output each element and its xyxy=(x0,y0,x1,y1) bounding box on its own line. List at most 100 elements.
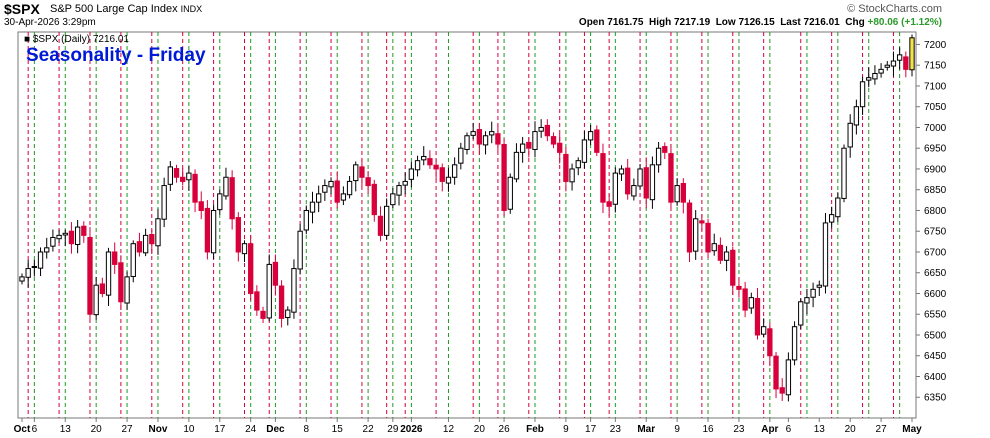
x-tick-label: Apr xyxy=(761,424,778,435)
candle-body xyxy=(612,172,618,205)
x-tick-label: Feb xyxy=(526,424,544,435)
candle-body xyxy=(569,168,575,183)
candle-body xyxy=(198,201,204,211)
candle-body xyxy=(334,180,340,203)
candle-body xyxy=(730,249,736,286)
x-tick-label: Dec xyxy=(266,424,285,435)
candle-body xyxy=(414,160,421,171)
candle-body xyxy=(303,209,309,231)
x-tick-label: 6 xyxy=(32,424,38,435)
x-tick-label: 15 xyxy=(332,424,344,435)
chart-header-row2: 30-Apr-2026 3:29pm Open 7161.75 High 721… xyxy=(0,17,990,31)
candle-body xyxy=(476,129,483,145)
candle-body xyxy=(773,355,779,390)
candle-body xyxy=(161,185,167,220)
candle-body xyxy=(785,359,792,396)
candle-body xyxy=(99,283,106,294)
y-tick-label: 6600 xyxy=(924,289,947,300)
y-tick-label: 6550 xyxy=(924,310,947,321)
x-tick-label: 20 xyxy=(474,424,486,435)
x-tick-label: Mar xyxy=(637,424,655,435)
y-tick-label: 6950 xyxy=(924,144,947,155)
candle-body xyxy=(130,243,136,277)
candle-body xyxy=(631,185,637,197)
y-tick-label: 7100 xyxy=(924,81,947,92)
x-tick-label: 8 xyxy=(304,424,310,435)
candle-body xyxy=(74,226,81,246)
y-tick-label: 7000 xyxy=(924,123,947,134)
symbol-label: $SPX xyxy=(4,1,40,17)
x-tick-label: 26 xyxy=(499,424,511,435)
candle-body xyxy=(544,124,551,137)
candle-body xyxy=(408,168,415,180)
candle-body xyxy=(396,185,402,196)
open-value: 7161.75 xyxy=(607,17,644,28)
candle-body xyxy=(841,147,847,199)
candle-body xyxy=(124,276,130,304)
candle-body xyxy=(37,251,44,269)
candle-body xyxy=(779,387,785,394)
candle-body xyxy=(686,202,693,253)
x-tick-label: 6 xyxy=(786,424,792,435)
candle-body xyxy=(767,328,773,357)
candle-body xyxy=(254,291,260,311)
candle-body xyxy=(754,297,761,336)
candle-body xyxy=(804,297,810,304)
series-legend: ■ $SPX (Daily) 7216.01 xyxy=(24,34,129,45)
candle-body xyxy=(316,193,322,203)
x-tick-label: 20 xyxy=(845,424,857,435)
candle-body xyxy=(828,214,835,223)
open-label: Open xyxy=(578,17,605,28)
y-tick-label: 6800 xyxy=(924,206,947,217)
candle-body xyxy=(550,136,557,145)
candle-body xyxy=(309,201,316,213)
candle-body xyxy=(297,230,303,270)
candle-body xyxy=(136,241,143,253)
candle-body xyxy=(112,251,118,265)
y-tick-label: 6400 xyxy=(924,372,947,383)
x-tick-label: Oct xyxy=(14,424,31,435)
x-tick-label: 10 xyxy=(183,424,195,435)
candle-body xyxy=(433,164,439,170)
candle-body xyxy=(637,168,643,187)
y-tick-label: 6900 xyxy=(924,164,947,175)
candle-body xyxy=(445,176,452,184)
candle-body xyxy=(581,139,588,163)
candle-body xyxy=(594,129,600,153)
candle-body xyxy=(118,262,124,303)
candle-body xyxy=(285,309,291,319)
candle-body xyxy=(390,193,396,206)
chart-title: Seasonality - Friday xyxy=(26,45,206,66)
candle-body xyxy=(643,167,649,199)
candle-body xyxy=(859,81,866,108)
candle-body xyxy=(217,193,223,211)
candle-body xyxy=(723,251,730,261)
candle-body xyxy=(346,180,353,196)
candle-body xyxy=(903,56,909,70)
candle-body xyxy=(31,266,38,269)
candle-body xyxy=(371,183,377,216)
x-tick-label: 29 xyxy=(387,424,399,435)
x-tick-label: 13 xyxy=(60,424,72,435)
candle-body xyxy=(878,68,884,74)
exchange-label: INDX xyxy=(180,4,203,14)
candle-body xyxy=(587,131,594,141)
y-tick-label: 6500 xyxy=(924,330,947,341)
candle-body xyxy=(192,173,198,203)
candle-body xyxy=(513,151,520,180)
candle-body xyxy=(149,234,155,245)
candle-body xyxy=(816,284,822,288)
x-tick-label: 17 xyxy=(214,424,226,435)
x-tick-label: 9 xyxy=(674,424,680,435)
candle-body xyxy=(439,167,445,182)
candle-body xyxy=(210,209,217,254)
candle-body xyxy=(507,176,513,210)
candle-body xyxy=(365,177,371,187)
y-tick-label: 6450 xyxy=(924,351,947,362)
candle-body xyxy=(736,285,742,290)
candle-body xyxy=(866,77,872,81)
candle-body xyxy=(649,164,656,201)
candle-body xyxy=(896,54,903,61)
candle-body xyxy=(451,164,458,178)
